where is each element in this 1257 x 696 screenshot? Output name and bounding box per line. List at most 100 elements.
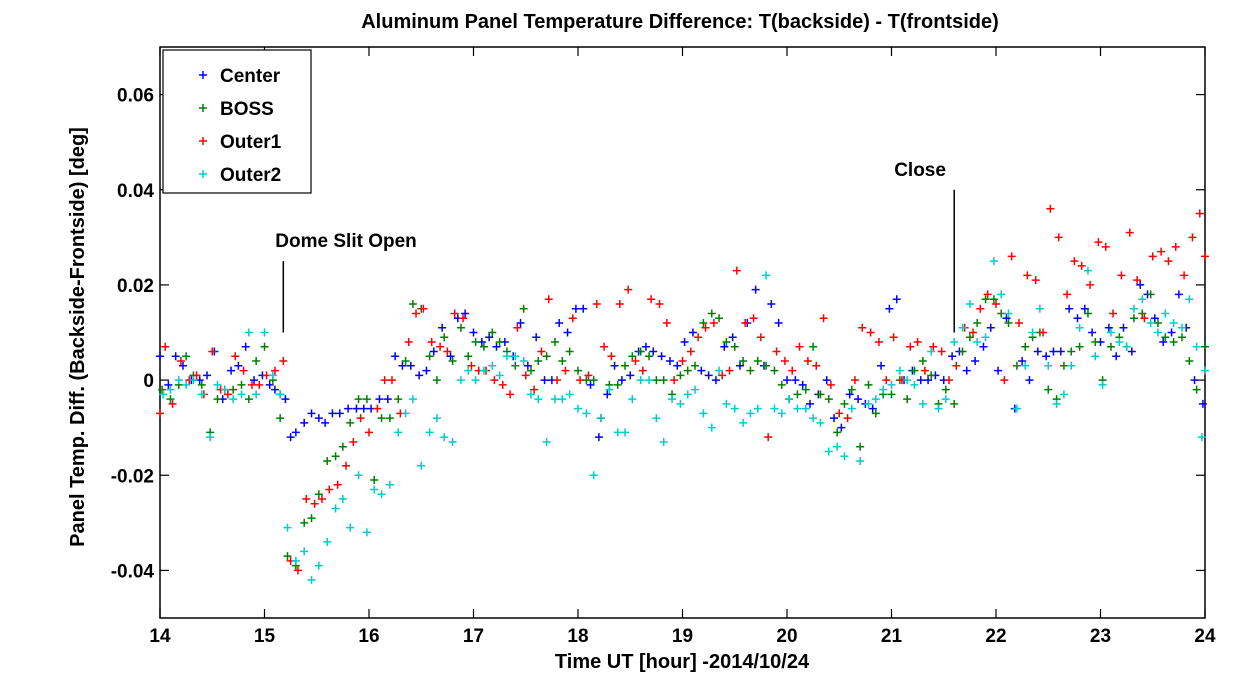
y-tick-label: 0 bbox=[143, 371, 154, 392]
data-point-center bbox=[735, 361, 744, 370]
data-point-outer2 bbox=[252, 390, 261, 399]
y-tick-label: -0.02 bbox=[111, 466, 154, 487]
data-point-outer2 bbox=[229, 395, 238, 404]
data-point-outer2 bbox=[159, 390, 168, 399]
data-point-center bbox=[603, 390, 612, 399]
data-point-outer2 bbox=[206, 433, 215, 442]
data-point-boss bbox=[408, 299, 417, 308]
data-point-outer1 bbox=[819, 314, 828, 323]
data-point-outer2 bbox=[1035, 304, 1044, 313]
data-point-center bbox=[164, 380, 173, 389]
data-point-outer1 bbox=[293, 566, 302, 575]
data-point-outer2 bbox=[1004, 309, 1013, 318]
data-point-center bbox=[791, 376, 800, 385]
data-point-outer2 bbox=[691, 385, 700, 394]
data-point-outer2 bbox=[417, 461, 426, 470]
data-point-outer2 bbox=[362, 528, 371, 537]
data-point-outer2 bbox=[715, 366, 724, 375]
data-point-outer1 bbox=[544, 295, 553, 304]
data-point-outer1 bbox=[1157, 247, 1166, 256]
data-point-outer2 bbox=[244, 328, 253, 337]
data-point-center bbox=[641, 342, 650, 351]
x-axis-label: Time UT [hour] -2014/10/24 bbox=[555, 651, 810, 673]
data-point-center bbox=[774, 318, 783, 327]
data-point-outer2 bbox=[542, 437, 551, 446]
data-point-outer1 bbox=[208, 347, 217, 356]
data-point-outer1 bbox=[1140, 314, 1149, 323]
data-point-boss bbox=[300, 518, 309, 527]
data-point-outer1 bbox=[725, 366, 734, 375]
data-point-outer1 bbox=[513, 323, 522, 332]
x-tick-label: 15 bbox=[254, 626, 276, 647]
data-point-boss bbox=[707, 309, 716, 318]
data-point-outer2 bbox=[652, 414, 661, 423]
data-points bbox=[156, 204, 1209, 584]
data-point-outer1 bbox=[1000, 376, 1009, 385]
data-point-outer2 bbox=[1201, 366, 1209, 375]
data-point-center bbox=[532, 333, 541, 342]
data-point-center bbox=[892, 295, 901, 304]
data-point-boss bbox=[1201, 342, 1209, 351]
data-point-center bbox=[1127, 347, 1136, 356]
data-point-outer1 bbox=[459, 314, 468, 323]
data-point-outer1 bbox=[600, 342, 609, 351]
data-point-boss bbox=[1106, 342, 1115, 351]
data-point-outer2 bbox=[1028, 328, 1037, 337]
data-point-outer1 bbox=[709, 318, 718, 327]
data-point-center bbox=[1159, 338, 1168, 347]
data-point-boss bbox=[777, 380, 786, 389]
data-point-outer2 bbox=[1098, 380, 1107, 389]
data-point-boss bbox=[276, 414, 285, 423]
data-point-outer1 bbox=[1023, 271, 1032, 280]
data-point-boss bbox=[801, 385, 810, 394]
data-point-center bbox=[375, 395, 384, 404]
legend-marker bbox=[199, 104, 207, 112]
data-point-outer1 bbox=[356, 414, 365, 423]
data-point-outer1 bbox=[937, 347, 946, 356]
data-point-outer1 bbox=[592, 299, 601, 308]
data-point-outer2 bbox=[574, 404, 582, 413]
data-point-center bbox=[492, 342, 501, 351]
data-point-outer1 bbox=[1046, 204, 1055, 213]
data-point-center bbox=[579, 304, 588, 313]
data-point-outer1 bbox=[1195, 209, 1204, 218]
data-point-boss bbox=[526, 366, 535, 375]
data-point-outer1 bbox=[584, 371, 593, 380]
data-point-outer1 bbox=[387, 376, 396, 385]
data-point-boss bbox=[636, 347, 645, 356]
data-point-outer2 bbox=[534, 395, 543, 404]
data-point-center bbox=[563, 328, 572, 337]
data-point-outer2 bbox=[1052, 399, 1061, 408]
data-point-boss bbox=[730, 342, 739, 351]
data-point-center bbox=[461, 309, 470, 318]
data-point-outer1 bbox=[380, 376, 389, 385]
data-point-outer2 bbox=[323, 537, 332, 546]
data-point-boss bbox=[511, 361, 520, 370]
data-point-outer1 bbox=[1086, 280, 1095, 289]
data-point-outer1 bbox=[607, 352, 616, 361]
data-point-outer2 bbox=[354, 471, 363, 480]
data-point-boss bbox=[856, 442, 865, 451]
data-point-boss bbox=[331, 452, 340, 461]
data-point-boss bbox=[1185, 357, 1194, 366]
data-point-center bbox=[837, 423, 846, 432]
data-point-center bbox=[469, 328, 478, 337]
data-point-outer1 bbox=[365, 428, 373, 437]
data-point-outer2 bbox=[237, 390, 246, 399]
data-point-center bbox=[398, 361, 407, 370]
data-point-boss bbox=[1169, 338, 1178, 347]
data-point-center bbox=[352, 404, 361, 413]
data-point-outer1 bbox=[1063, 290, 1072, 299]
data-point-boss bbox=[565, 347, 574, 356]
data-point-outer2 bbox=[1153, 328, 1162, 337]
data-point-boss bbox=[558, 357, 567, 366]
data-point-outer2 bbox=[283, 523, 292, 532]
data-point-boss bbox=[354, 395, 363, 404]
data-point-outer1 bbox=[506, 390, 515, 399]
data-point-center bbox=[586, 380, 595, 389]
data-point-boss bbox=[793, 390, 802, 399]
data-point-outer2 bbox=[346, 523, 355, 532]
data-point-boss bbox=[628, 352, 637, 361]
data-point-outer2 bbox=[613, 428, 622, 437]
data-point-center bbox=[720, 342, 729, 351]
